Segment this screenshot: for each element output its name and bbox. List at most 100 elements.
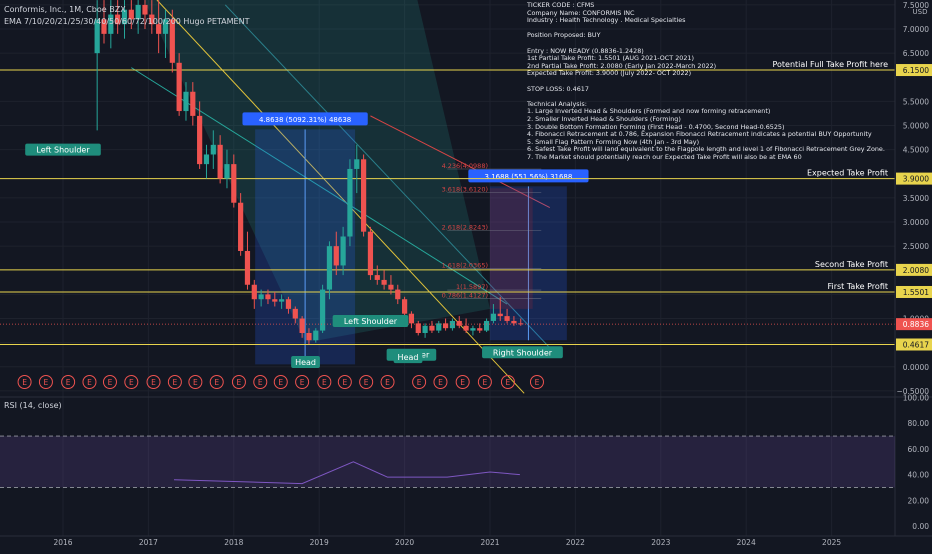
earnings-marker-label: E (438, 378, 443, 387)
candle-body (128, 9, 134, 20)
trend-line-yellow (156, 0, 525, 394)
x-tick-label: 2023 (651, 538, 670, 547)
earnings-marker-label: E (364, 378, 369, 387)
candle-body (306, 333, 312, 341)
earnings-marker (209, 375, 224, 389)
candle-body (279, 299, 285, 302)
earnings-marker (380, 375, 395, 389)
candle-body (402, 299, 408, 314)
candle-body (422, 325, 428, 333)
ema-red-line (370, 115, 551, 208)
candle-body (333, 246, 339, 266)
candle-body (299, 318, 305, 333)
candle-body (135, 4, 141, 20)
note-line: Company Name: CONFORMIS INC (527, 8, 635, 17)
x-tick-label: 2025 (822, 538, 841, 547)
earnings-marker (273, 375, 288, 389)
level-tag: 0.4617 (903, 340, 929, 349)
earnings-marker (167, 375, 182, 389)
candle-body (197, 115, 203, 165)
measure-label-bg (242, 112, 368, 126)
candle-body (292, 308, 298, 319)
candle-body (381, 279, 387, 285)
earnings-marker-label: E (87, 378, 92, 387)
candle-body (162, 19, 169, 34)
annotation-bg (393, 351, 423, 364)
earnings-marker (102, 375, 117, 389)
fib-label: 3.618(3.6120) (442, 185, 488, 193)
trade-notes: TICKER CODE : CFMS Company Name: CONFORMI… (527, 1, 897, 161)
level-tag-bg (896, 285, 932, 298)
fib-label: 0.786(1.4127) (442, 292, 488, 300)
earnings-marker-label: E (129, 378, 134, 387)
level-text: Expected Take Profit (807, 169, 888, 178)
rsi-tick-label: 0.00 (912, 522, 929, 531)
y-tick-label: 5.5000 (903, 97, 929, 106)
candle-body (203, 154, 210, 165)
x-tick-label: 2024 (737, 538, 756, 547)
annotation-bg (482, 346, 563, 359)
candle-body (442, 323, 449, 329)
y-tick-label: 4.5000 (903, 146, 929, 155)
level-text: First Take Profit (827, 282, 888, 291)
candle-body (285, 299, 292, 309)
earnings-marker (124, 375, 139, 389)
rsi-tick-label: 80.00 (908, 419, 930, 428)
x-tick-label: 2020 (395, 538, 414, 547)
candle-body (313, 330, 319, 341)
y-tick-label: 3.5000 (903, 194, 929, 203)
candle-body (238, 202, 244, 251)
earnings-marker (146, 375, 161, 389)
y-axis-unit: USD (913, 8, 928, 16)
candle-body (429, 325, 435, 331)
note-line: 5. Small Flag Pattern Forming Now (4th J… (527, 137, 700, 146)
earnings-marker-label: E (151, 378, 156, 387)
candle-body (367, 231, 374, 276)
fib-label: 4.236(4.0988) (442, 162, 488, 170)
candle-body (231, 164, 237, 203)
note-line: Position Proposed: BUY (527, 31, 601, 40)
y-tick-label: 7.5000 (903, 1, 929, 10)
current-price-tag-bg (896, 318, 932, 331)
rsi-title: RSI (14, close) (4, 401, 62, 410)
note-line: 3. Double Bottom Formation Forming (Firs… (527, 122, 785, 131)
candle-body (374, 275, 380, 280)
candle-body (470, 328, 476, 331)
earnings-marker-label: E (108, 378, 113, 387)
fib-label: 2.618(2.8243) (442, 224, 488, 232)
candle-body (190, 91, 196, 116)
candle-body (436, 323, 442, 331)
candle-body (183, 91, 189, 112)
earnings-marker-label: E (278, 378, 283, 387)
candle-body (456, 320, 462, 326)
candle-body (320, 289, 326, 331)
measure-label: 3.1688 (551.56%) 31688 (485, 173, 573, 181)
level-tag-bg (896, 263, 932, 276)
annotation-bg (25, 143, 101, 156)
candle-body (258, 294, 264, 300)
ema-legend: EMA 7/10/20/21/25/30/40/50/60/72/100/200… (4, 17, 250, 26)
x-tick-label: 2019 (310, 538, 329, 547)
earnings-marker (188, 375, 203, 389)
current-price-tag: 0.8836 (903, 320, 929, 329)
candle-body (497, 313, 503, 317)
y-tick-label: 6.5000 (903, 49, 929, 58)
earnings-marker-label: E (22, 378, 27, 387)
rsi-tick-label: 20.00 (908, 496, 930, 505)
x-tick-label: 2018 (224, 538, 243, 547)
earnings-marker-label: E (342, 378, 347, 387)
note-line: STOP LOSS: 0.4617 (527, 84, 589, 93)
candle-body (217, 144, 223, 179)
earnings-marker-label: E (322, 378, 327, 387)
candle-body (251, 284, 257, 300)
candle-body (483, 320, 490, 331)
y-tick-label: 7.0000 (903, 25, 929, 34)
earnings-marker (455, 375, 470, 389)
candle-body (361, 159, 367, 232)
earnings-marker-label: E (172, 378, 177, 387)
y-tick-label: −0.5000 (896, 387, 929, 396)
earnings-marker (82, 375, 97, 389)
earnings-marker (231, 375, 246, 389)
